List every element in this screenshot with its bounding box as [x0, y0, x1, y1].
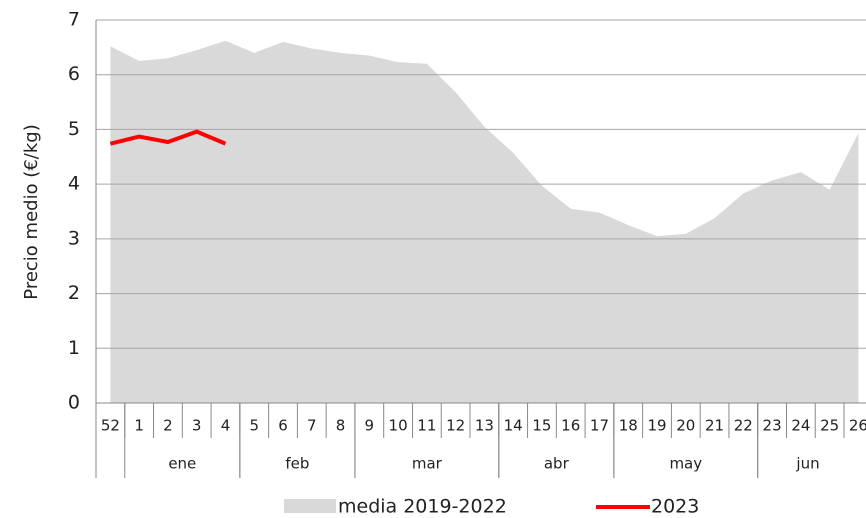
x-tick-label: 4	[221, 417, 231, 435]
x-tick-label: 3	[192, 417, 202, 435]
y-tick-label: 3	[68, 227, 80, 249]
line	[109, 129, 227, 146]
x-tick-label: 15	[532, 417, 551, 435]
area	[110, 40, 859, 403]
x-tick-label: 5	[249, 417, 259, 435]
x-tick-label: 23	[763, 417, 782, 435]
y-tick-label: 0	[68, 392, 80, 414]
x-tick-label: 18	[619, 417, 638, 435]
x-tick-label: 24	[791, 417, 810, 435]
x-tick-label: 22	[734, 417, 753, 435]
month-label: mar	[412, 455, 443, 473]
month-label: ene	[168, 455, 196, 473]
legend-swatch	[284, 499, 336, 513]
x-tick-label: 12	[446, 417, 465, 435]
y-tick-label: 7	[68, 9, 80, 31]
x-tick-label: 13	[475, 417, 494, 435]
y-tick-label: 2	[68, 282, 80, 304]
x-tick-label: 14	[504, 417, 523, 435]
x-tick-label: 1	[134, 417, 144, 435]
y-tick-label: 1	[68, 337, 80, 359]
y-tick-label: 5	[68, 118, 80, 140]
y-tick-label: 4	[68, 173, 80, 195]
x-tick-label: 19	[647, 417, 666, 435]
x-tick-label: 17	[590, 417, 609, 435]
y-axis-label: Precio medio (€/kg)	[21, 124, 42, 299]
x-tick-label: 7	[307, 417, 317, 435]
x-tick-label: 11	[417, 417, 436, 435]
legend-label: media 2019-2022	[338, 496, 507, 518]
x-tick-label: 52	[101, 417, 120, 435]
y-tick-label: 6	[68, 63, 80, 85]
x-tick-label: 16	[561, 417, 580, 435]
month-label: jun	[795, 455, 819, 473]
legend-label: 2023	[651, 496, 699, 518]
x-tick-label: 20	[676, 417, 695, 435]
x-tick-label: 9	[365, 417, 375, 435]
x-tick-label: 6	[278, 417, 288, 435]
x-tick-label: 10	[389, 417, 408, 435]
x-tick-label: 21	[705, 417, 724, 435]
month-label: may	[669, 455, 702, 473]
x-tick-label: 26	[849, 417, 866, 435]
x-tick-label: 25	[820, 417, 839, 435]
month-label: feb	[285, 455, 309, 473]
month-label: abr	[544, 455, 570, 473]
x-tick-label: 2	[163, 417, 173, 435]
x-tick-label: 8	[336, 417, 346, 435]
